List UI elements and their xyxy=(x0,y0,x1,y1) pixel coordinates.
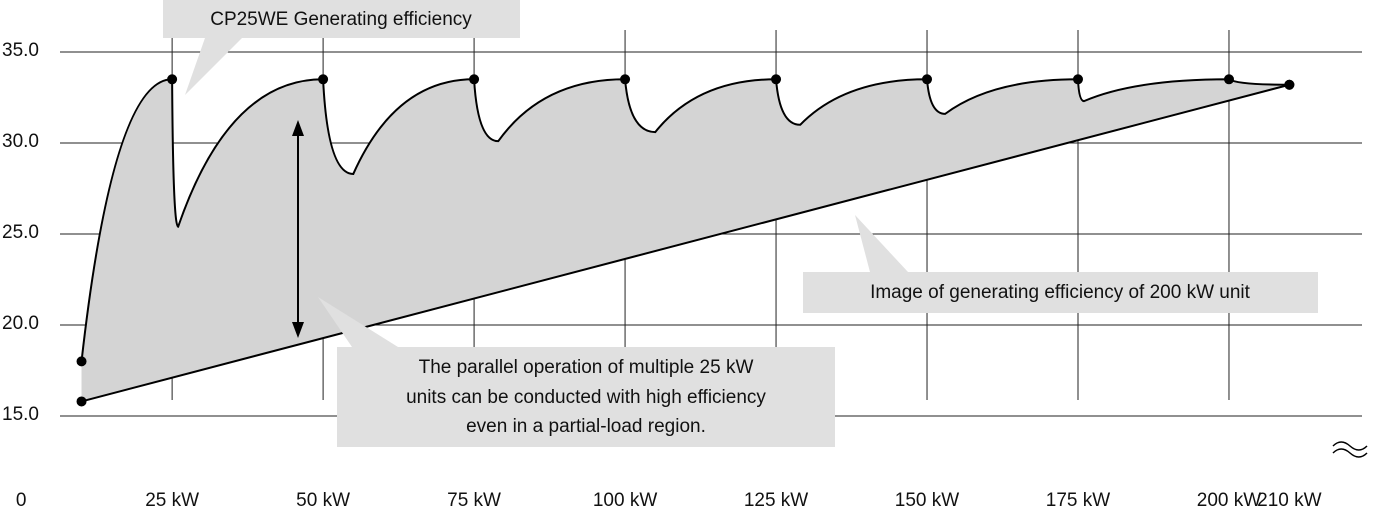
callout-pointer xyxy=(318,297,398,347)
point xyxy=(1284,79,1295,90)
annotation: Image of generating efficiency of 200 kW… xyxy=(870,282,1251,303)
x-tick-label: 210 kW xyxy=(1257,490,1321,511)
arrow-head xyxy=(292,322,304,338)
plot xyxy=(76,74,1295,407)
x-tick-label: 75 kW xyxy=(447,490,501,511)
x-tick-label: 200 kW xyxy=(1197,490,1261,511)
callout-box xyxy=(803,272,1318,313)
x-tick-label: 25 kW xyxy=(145,490,199,511)
arrow-head xyxy=(292,120,304,136)
point xyxy=(76,396,87,407)
unit-line xyxy=(81,83,1290,403)
callout-box xyxy=(337,347,835,447)
break-wave xyxy=(1332,448,1368,458)
annotation: units can be conducted with high efficie… xyxy=(406,387,766,408)
y-tick-label: 25.0 xyxy=(2,222,39,243)
point xyxy=(771,74,782,85)
callout-lower: Image of generating efficiency of 200 kW… xyxy=(803,215,1318,313)
y-tick-label: 15.0 xyxy=(2,404,39,425)
point xyxy=(76,356,87,367)
point xyxy=(922,74,933,85)
point xyxy=(167,74,178,85)
x-tick-label: 150 kW xyxy=(895,490,959,511)
fill-area xyxy=(81,79,1290,402)
annotation: CP25WE Generating efficiency xyxy=(210,9,472,30)
y-tick-label: 35.0 xyxy=(2,40,39,61)
annotation: The parallel operation of multiple 25 kW xyxy=(419,357,754,378)
x-tick-label: 0 xyxy=(16,490,27,511)
point xyxy=(620,74,631,85)
annotation: even in a partial-load region. xyxy=(466,416,706,437)
break-wave xyxy=(1332,441,1368,451)
point xyxy=(1073,74,1083,85)
point xyxy=(1223,74,1234,85)
callout-pointer xyxy=(185,38,242,95)
x-tick-label: 50 kW xyxy=(296,490,350,511)
x-tick-label: 125 kW xyxy=(744,490,808,511)
point xyxy=(318,74,329,85)
y-tick-label: 20.0 xyxy=(2,313,39,334)
y-tick-label: 30.0 xyxy=(2,131,39,152)
callout-box xyxy=(163,0,520,38)
axis-break xyxy=(1332,441,1368,458)
callout-pointer xyxy=(855,215,908,272)
x-tick-label: 100 kW xyxy=(593,490,657,511)
callout-upper: CP25WE Generating efficiency xyxy=(163,0,520,95)
x-tick-label: 175 kW xyxy=(1046,490,1110,511)
callout-note: The parallel operation of multiple 25 kW… xyxy=(318,297,835,447)
point xyxy=(469,74,480,85)
double-arrow xyxy=(292,120,304,338)
